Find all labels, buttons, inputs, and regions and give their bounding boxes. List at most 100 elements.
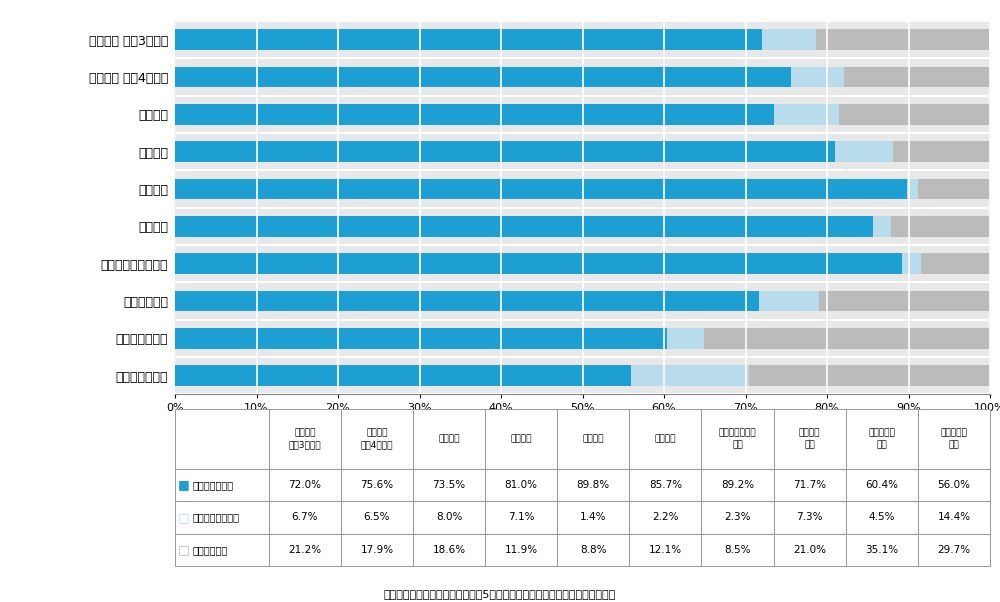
FancyBboxPatch shape (701, 409, 774, 469)
Bar (918, 179, 990, 199)
Text: 8.8%: 8.8% (580, 545, 607, 554)
Bar (175, 253, 902, 274)
FancyBboxPatch shape (557, 501, 629, 533)
Text: （文部科学省学校基本調査　令和5年度専修学校学科別卒業者数データより）: （文部科学省学校基本調査 令和5年度専修学校学科別卒業者数データより） (384, 589, 616, 599)
Text: 8.0%: 8.0% (436, 512, 462, 523)
Text: 非関係分野に就職: 非関係分野に就職 (193, 512, 240, 523)
Bar (819, 291, 990, 311)
FancyBboxPatch shape (629, 501, 701, 533)
Bar (631, 365, 749, 386)
Bar (891, 216, 990, 237)
FancyBboxPatch shape (413, 469, 485, 501)
Text: 73.5%: 73.5% (432, 480, 466, 490)
Text: 72.0%: 72.0% (288, 480, 321, 490)
Bar (175, 365, 631, 386)
Text: 71.7%: 71.7% (793, 480, 826, 490)
FancyBboxPatch shape (485, 533, 557, 566)
Text: 35.1%: 35.1% (865, 545, 898, 554)
Text: 4.5%: 4.5% (869, 512, 895, 523)
Text: 6.5%: 6.5% (364, 512, 390, 523)
Bar (774, 104, 839, 125)
FancyBboxPatch shape (774, 469, 846, 501)
Text: 7.3%: 7.3% (796, 512, 823, 523)
FancyBboxPatch shape (918, 409, 990, 469)
FancyBboxPatch shape (629, 533, 701, 566)
Text: □: □ (178, 543, 190, 556)
FancyBboxPatch shape (341, 409, 413, 469)
FancyBboxPatch shape (918, 469, 990, 501)
Bar (704, 328, 990, 349)
Bar (175, 104, 774, 125)
Text: 教育・社会福祉
関係: 教育・社会福祉 関係 (719, 429, 756, 450)
Text: 文化・教養
関係: 文化・教養 関係 (940, 429, 967, 450)
Text: 進学・その他: 進学・その他 (193, 545, 228, 554)
FancyBboxPatch shape (701, 469, 774, 501)
Bar (921, 253, 990, 274)
FancyBboxPatch shape (269, 409, 341, 469)
Bar (175, 291, 759, 311)
Text: 8.5%: 8.5% (724, 545, 751, 554)
Bar (844, 67, 990, 87)
Bar (791, 67, 844, 87)
Bar (175, 179, 907, 199)
FancyBboxPatch shape (774, 501, 846, 533)
FancyBboxPatch shape (918, 501, 990, 533)
Bar (893, 141, 990, 162)
Text: □: □ (178, 511, 190, 524)
FancyBboxPatch shape (413, 533, 485, 566)
FancyBboxPatch shape (774, 409, 846, 469)
FancyBboxPatch shape (485, 469, 557, 501)
FancyBboxPatch shape (341, 533, 413, 566)
Text: 21.0%: 21.0% (793, 545, 826, 554)
Text: 服飾・家政
関係: 服飾・家政 関係 (868, 429, 895, 450)
Text: 29.7%: 29.7% (937, 545, 970, 554)
Text: 17.9%: 17.9% (360, 545, 393, 554)
Text: 2.2%: 2.2% (652, 512, 679, 523)
FancyBboxPatch shape (175, 409, 269, 469)
Text: 1.4%: 1.4% (580, 512, 607, 523)
Text: 89.8%: 89.8% (577, 480, 610, 490)
FancyBboxPatch shape (629, 409, 701, 469)
Text: 《全体》
令和4年度間: 《全体》 令和4年度間 (361, 429, 393, 450)
Text: 工業関係: 工業関係 (438, 435, 460, 444)
FancyBboxPatch shape (341, 501, 413, 533)
Bar (175, 328, 667, 349)
Text: 12.1%: 12.1% (649, 545, 682, 554)
FancyBboxPatch shape (269, 469, 341, 501)
Text: 商業実務
関係: 商業実務 関係 (799, 429, 820, 450)
FancyBboxPatch shape (485, 501, 557, 533)
FancyBboxPatch shape (774, 533, 846, 566)
FancyBboxPatch shape (269, 533, 341, 566)
Text: 81.0%: 81.0% (505, 480, 538, 490)
Text: 医療関係: 医療関係 (583, 435, 604, 444)
Text: 85.7%: 85.7% (649, 480, 682, 490)
Text: 7.1%: 7.1% (508, 512, 534, 523)
FancyBboxPatch shape (175, 501, 269, 533)
Text: 75.6%: 75.6% (360, 480, 393, 490)
Bar (759, 291, 819, 311)
FancyBboxPatch shape (846, 409, 918, 469)
Text: 6.7%: 6.7% (292, 512, 318, 523)
Bar (667, 328, 704, 349)
FancyBboxPatch shape (701, 533, 774, 566)
FancyBboxPatch shape (557, 469, 629, 501)
Text: 18.6%: 18.6% (432, 545, 466, 554)
FancyBboxPatch shape (175, 469, 269, 501)
Text: 21.2%: 21.2% (288, 545, 321, 554)
Text: 60.4%: 60.4% (865, 480, 898, 490)
Bar (835, 141, 893, 162)
Bar (175, 67, 791, 87)
FancyBboxPatch shape (846, 469, 918, 501)
FancyBboxPatch shape (918, 533, 990, 566)
Bar (175, 29, 762, 50)
Text: 11.9%: 11.9% (505, 545, 538, 554)
FancyBboxPatch shape (629, 469, 701, 501)
Bar (839, 104, 991, 125)
FancyBboxPatch shape (485, 409, 557, 469)
Text: 89.2%: 89.2% (721, 480, 754, 490)
Text: 56.0%: 56.0% (937, 480, 970, 490)
Text: 14.4%: 14.4% (937, 512, 970, 523)
FancyBboxPatch shape (341, 469, 413, 501)
FancyBboxPatch shape (557, 409, 629, 469)
Bar (902, 253, 921, 274)
